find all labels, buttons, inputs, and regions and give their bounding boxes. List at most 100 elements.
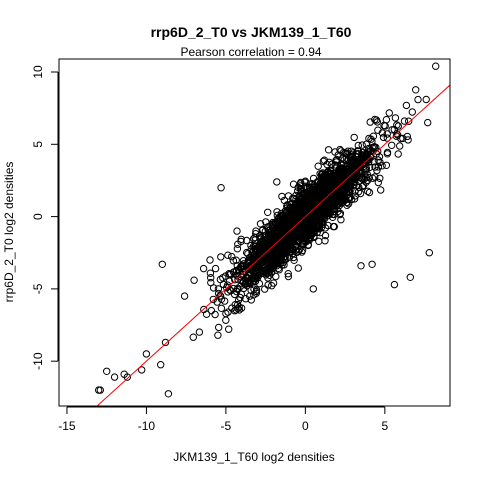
data-point (261, 266, 269, 274)
data-point (379, 133, 388, 142)
data-point (224, 251, 232, 259)
data-point (358, 141, 366, 149)
data-point (329, 222, 338, 231)
data-point (207, 306, 216, 315)
data-point (378, 129, 386, 137)
data-point (270, 252, 278, 260)
data-point (369, 132, 378, 140)
data-point (211, 310, 219, 319)
data-point (255, 243, 263, 252)
data-point (352, 171, 360, 179)
data-point (289, 253, 298, 262)
data-point (373, 166, 381, 175)
data-point (232, 267, 241, 275)
data-point (255, 232, 264, 240)
data-points (95, 62, 440, 398)
data-point (280, 261, 288, 269)
data-point (321, 231, 330, 240)
data-point (350, 133, 358, 142)
data-point (264, 241, 272, 249)
data-point (275, 248, 283, 257)
data-point (297, 178, 305, 187)
data-point (408, 108, 416, 116)
data-point (229, 257, 238, 265)
data-point (313, 213, 321, 222)
data-point (232, 256, 240, 264)
data-point (354, 188, 363, 196)
data-point (273, 178, 281, 186)
data-point (289, 194, 297, 203)
data-point (264, 258, 273, 266)
data-point (350, 159, 358, 167)
data-point (303, 184, 312, 192)
data-point (310, 232, 318, 241)
data-point (256, 259, 264, 267)
data-point (405, 117, 413, 125)
data-point (289, 180, 298, 188)
data-point (319, 157, 328, 166)
data-point (330, 205, 338, 214)
data-point (397, 134, 405, 143)
data-point (215, 323, 223, 332)
data-point (354, 141, 362, 150)
data-point (225, 325, 233, 333)
data-point (190, 276, 198, 284)
data-point (254, 261, 262, 269)
data-point (278, 192, 286, 201)
data-point (376, 174, 384, 183)
data-point (314, 162, 322, 170)
data-point (335, 169, 344, 178)
data-point (368, 144, 377, 152)
data-point (336, 198, 344, 206)
data-point (242, 274, 250, 282)
data-point (284, 270, 292, 278)
data-point (195, 328, 204, 336)
data-point (370, 158, 378, 166)
y-tick-label: -10 (31, 352, 45, 370)
data-point (406, 273, 414, 281)
data-point (317, 171, 326, 179)
data-point (296, 198, 304, 206)
data-point (349, 149, 357, 157)
data-point (338, 184, 347, 193)
data-point (95, 386, 103, 394)
data-point (217, 184, 225, 192)
data-point (320, 156, 329, 164)
data-point (284, 272, 293, 281)
data-point (221, 272, 230, 280)
data-point (365, 188, 374, 197)
data-point (385, 109, 393, 117)
data-point (244, 250, 252, 258)
data-point (234, 296, 243, 304)
data-point (252, 289, 260, 297)
data-point (217, 253, 225, 261)
data-point (206, 269, 215, 277)
data-point (324, 212, 332, 220)
data-point (324, 221, 332, 230)
regression-line (96, 84, 450, 406)
data-point (403, 132, 411, 141)
x-axis-label: JKM139_1_T60 log2 densities (173, 450, 334, 464)
data-point (251, 274, 260, 282)
data-point (328, 174, 336, 183)
data-point (138, 366, 146, 374)
data-point (324, 199, 332, 208)
data-point (358, 182, 367, 191)
data-point (336, 210, 344, 219)
data-point (199, 264, 208, 273)
data-point (295, 232, 304, 240)
data-point (355, 183, 363, 192)
data-point (343, 149, 351, 157)
chart-title: rrp6D_2_T0 vs JKM139_1_T60 (151, 24, 352, 40)
data-point (103, 367, 111, 375)
data-point (328, 188, 336, 197)
data-point (243, 281, 251, 290)
data-point (350, 195, 359, 203)
data-point (393, 121, 401, 129)
data-point (324, 146, 333, 154)
data-point (391, 114, 400, 122)
data-point (269, 279, 278, 287)
data-point (206, 256, 214, 264)
data-point (337, 199, 346, 207)
data-point (221, 297, 229, 305)
